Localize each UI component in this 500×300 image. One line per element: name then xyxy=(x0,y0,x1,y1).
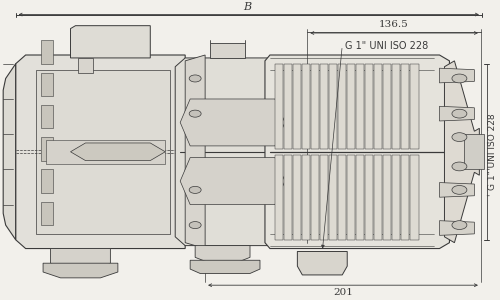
Bar xyxy=(329,64,337,149)
Text: 136.5: 136.5 xyxy=(379,20,409,28)
Text: 201: 201 xyxy=(333,288,353,297)
Polygon shape xyxy=(180,158,285,205)
Bar xyxy=(356,64,364,149)
Circle shape xyxy=(452,109,467,118)
Bar xyxy=(275,64,283,149)
Bar xyxy=(302,64,310,149)
Polygon shape xyxy=(190,260,260,274)
Bar xyxy=(40,40,53,64)
Circle shape xyxy=(452,221,467,230)
Bar xyxy=(410,155,418,240)
Circle shape xyxy=(189,110,201,117)
Bar xyxy=(36,70,170,234)
Bar xyxy=(40,73,53,96)
Bar xyxy=(402,155,409,240)
Polygon shape xyxy=(444,61,480,243)
Bar xyxy=(293,64,301,149)
Text: B: B xyxy=(244,2,252,12)
Polygon shape xyxy=(16,55,185,248)
Bar xyxy=(384,64,392,149)
Circle shape xyxy=(189,75,201,82)
Bar xyxy=(284,64,292,149)
Text: G 1" UNI ISO 228: G 1" UNI ISO 228 xyxy=(344,40,428,51)
Circle shape xyxy=(452,185,467,194)
Polygon shape xyxy=(440,68,474,83)
Bar xyxy=(392,155,400,240)
Bar xyxy=(275,155,283,240)
Bar xyxy=(402,64,409,149)
Polygon shape xyxy=(3,64,16,240)
Circle shape xyxy=(189,186,201,194)
Bar xyxy=(338,155,346,240)
Bar xyxy=(40,105,53,128)
Bar xyxy=(320,64,328,149)
Bar xyxy=(302,155,310,240)
Circle shape xyxy=(452,162,467,171)
Bar xyxy=(311,155,319,240)
Bar xyxy=(320,155,328,240)
Bar xyxy=(366,155,374,240)
Bar xyxy=(311,64,319,149)
Bar xyxy=(366,64,374,149)
Polygon shape xyxy=(185,55,205,248)
Bar xyxy=(40,137,53,160)
Polygon shape xyxy=(50,248,110,269)
Bar xyxy=(410,64,418,149)
Polygon shape xyxy=(43,263,118,278)
Bar xyxy=(40,202,53,225)
Polygon shape xyxy=(70,26,150,58)
Bar xyxy=(284,155,292,240)
Polygon shape xyxy=(298,251,347,275)
Polygon shape xyxy=(195,246,250,263)
Circle shape xyxy=(452,133,467,142)
Circle shape xyxy=(189,222,201,229)
Polygon shape xyxy=(175,58,290,246)
Bar xyxy=(384,155,392,240)
Polygon shape xyxy=(440,183,474,197)
Bar xyxy=(338,64,346,149)
Bar xyxy=(347,64,356,149)
Polygon shape xyxy=(180,99,285,146)
Bar xyxy=(464,134,484,169)
Bar xyxy=(392,64,400,149)
Bar xyxy=(329,155,337,240)
Bar xyxy=(374,155,382,240)
Polygon shape xyxy=(440,106,474,121)
Bar xyxy=(40,169,53,193)
Bar xyxy=(210,43,245,58)
Bar xyxy=(347,155,356,240)
Bar xyxy=(356,155,364,240)
Text: G 1" UNI ISO 228: G 1" UNI ISO 228 xyxy=(488,113,498,190)
Polygon shape xyxy=(440,221,474,235)
Polygon shape xyxy=(70,143,165,160)
Bar xyxy=(374,64,382,149)
Bar xyxy=(46,140,165,164)
Bar xyxy=(293,155,301,240)
Circle shape xyxy=(452,74,467,83)
Polygon shape xyxy=(265,55,450,248)
Bar xyxy=(78,58,93,73)
